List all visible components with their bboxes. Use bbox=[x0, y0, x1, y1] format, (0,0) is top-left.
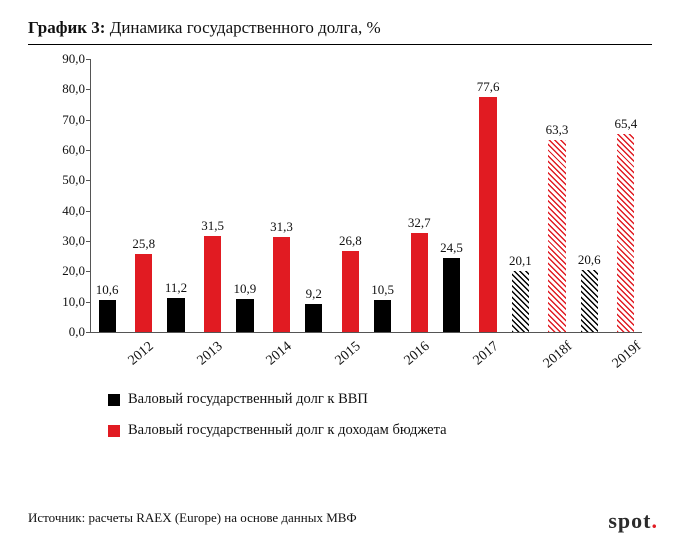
legend-item-gdp: Валовый государственный долг к ВВП bbox=[108, 391, 652, 408]
bar-value-label: 32,7 bbox=[394, 215, 444, 231]
ytick: 30,0 bbox=[47, 233, 85, 249]
bar-gdp bbox=[236, 299, 253, 332]
chart-title-rest: Динамика государственного долга, % bbox=[105, 18, 380, 37]
chart-title: График 3: Динамика государственного долг… bbox=[28, 18, 652, 45]
xlabel: 2018f bbox=[540, 339, 575, 372]
bar-value-label: 20,6 bbox=[564, 252, 614, 268]
legend-label-budget: Валовый государственный долг к доходам б… bbox=[128, 422, 447, 439]
ytick: 20,0 bbox=[47, 263, 85, 279]
bar-gdp bbox=[99, 300, 116, 332]
bar-value-label: 63,3 bbox=[532, 122, 582, 138]
bar-budget bbox=[273, 237, 290, 332]
bar-budget bbox=[342, 251, 359, 332]
bar-value-label: 20,1 bbox=[495, 253, 545, 269]
ytick: 80,0 bbox=[47, 81, 85, 97]
bar-budget bbox=[204, 236, 221, 332]
ytick: 90,0 bbox=[47, 51, 85, 67]
xlabel: 2017 bbox=[470, 339, 502, 369]
legend: Валовый государственный долг к ВВП Валов… bbox=[108, 391, 652, 439]
bar-budget bbox=[135, 254, 152, 332]
ytick: 10,0 bbox=[47, 294, 85, 310]
bar-budget bbox=[479, 97, 496, 332]
xlabel: 2013 bbox=[194, 339, 226, 369]
ytick: 40,0 bbox=[47, 203, 85, 219]
bar-value-label: 65,4 bbox=[601, 116, 651, 132]
watermark: spot. bbox=[608, 508, 658, 534]
bar-value-label: 31,3 bbox=[256, 219, 306, 235]
plot: 10,625,811,231,510,931,39,226,810,532,72… bbox=[90, 59, 642, 333]
watermark-text: spot bbox=[608, 508, 651, 533]
xlabels-layer: 2012 2013 2014 2015 2016 2017 2018f 2019f bbox=[90, 333, 642, 369]
ytick: 60,0 bbox=[47, 142, 85, 158]
chart-title-bold: График 3: bbox=[28, 18, 105, 37]
bar-value-label: 31,5 bbox=[188, 218, 238, 234]
bar-value-label: 11,2 bbox=[151, 280, 201, 296]
legend-label-gdp: Валовый государственный долг к ВВП bbox=[128, 391, 368, 408]
bar-gdp bbox=[374, 300, 391, 332]
xlabel: 2012 bbox=[125, 339, 157, 369]
bar-budget bbox=[548, 140, 565, 332]
bar-gdp bbox=[581, 270, 598, 332]
page: График 3: Динамика государственного долг… bbox=[0, 0, 680, 542]
bar-value-label: 77,6 bbox=[463, 79, 513, 95]
bar-value-label: 10,9 bbox=[220, 281, 270, 297]
legend-item-budget: Валовый государственный долг к доходам б… bbox=[108, 422, 652, 439]
source-note: Источник: расчеты RAEX (Europe) на основ… bbox=[28, 510, 357, 526]
ytick: 0,0 bbox=[47, 324, 85, 340]
ytick: 70,0 bbox=[47, 112, 85, 128]
bar-value-label: 26,8 bbox=[325, 233, 375, 249]
xlabel: 2016 bbox=[401, 339, 433, 369]
bar-value-label: 9,2 bbox=[289, 286, 339, 302]
xlabel: 2014 bbox=[263, 339, 295, 369]
bar-gdp bbox=[167, 298, 184, 332]
ytick: 50,0 bbox=[47, 172, 85, 188]
bar-value-label: 10,5 bbox=[358, 282, 408, 298]
bar-gdp bbox=[443, 258, 460, 332]
bar-gdp bbox=[305, 304, 322, 332]
bar-gdp bbox=[512, 271, 529, 332]
bars-layer: 10,625,811,231,510,931,39,226,810,532,72… bbox=[91, 59, 642, 332]
xlabel: 2015 bbox=[332, 339, 364, 369]
watermark-dot-icon: . bbox=[652, 508, 659, 533]
xlabel: 2019f bbox=[609, 339, 644, 372]
bar-budget bbox=[411, 233, 428, 332]
bar-budget bbox=[617, 134, 634, 332]
bar-value-label: 10,6 bbox=[82, 282, 132, 298]
bar-value-label: 25,8 bbox=[119, 236, 169, 252]
legend-swatch-budget bbox=[108, 425, 120, 437]
bar-value-label: 24,5 bbox=[427, 240, 477, 256]
chart-area: 10,6 25,8 11,2 31,5 10,9 31,3 9,2 26,8 10,5 32,7 2… bbox=[46, 59, 652, 369]
legend-swatch-gdp bbox=[108, 394, 120, 406]
